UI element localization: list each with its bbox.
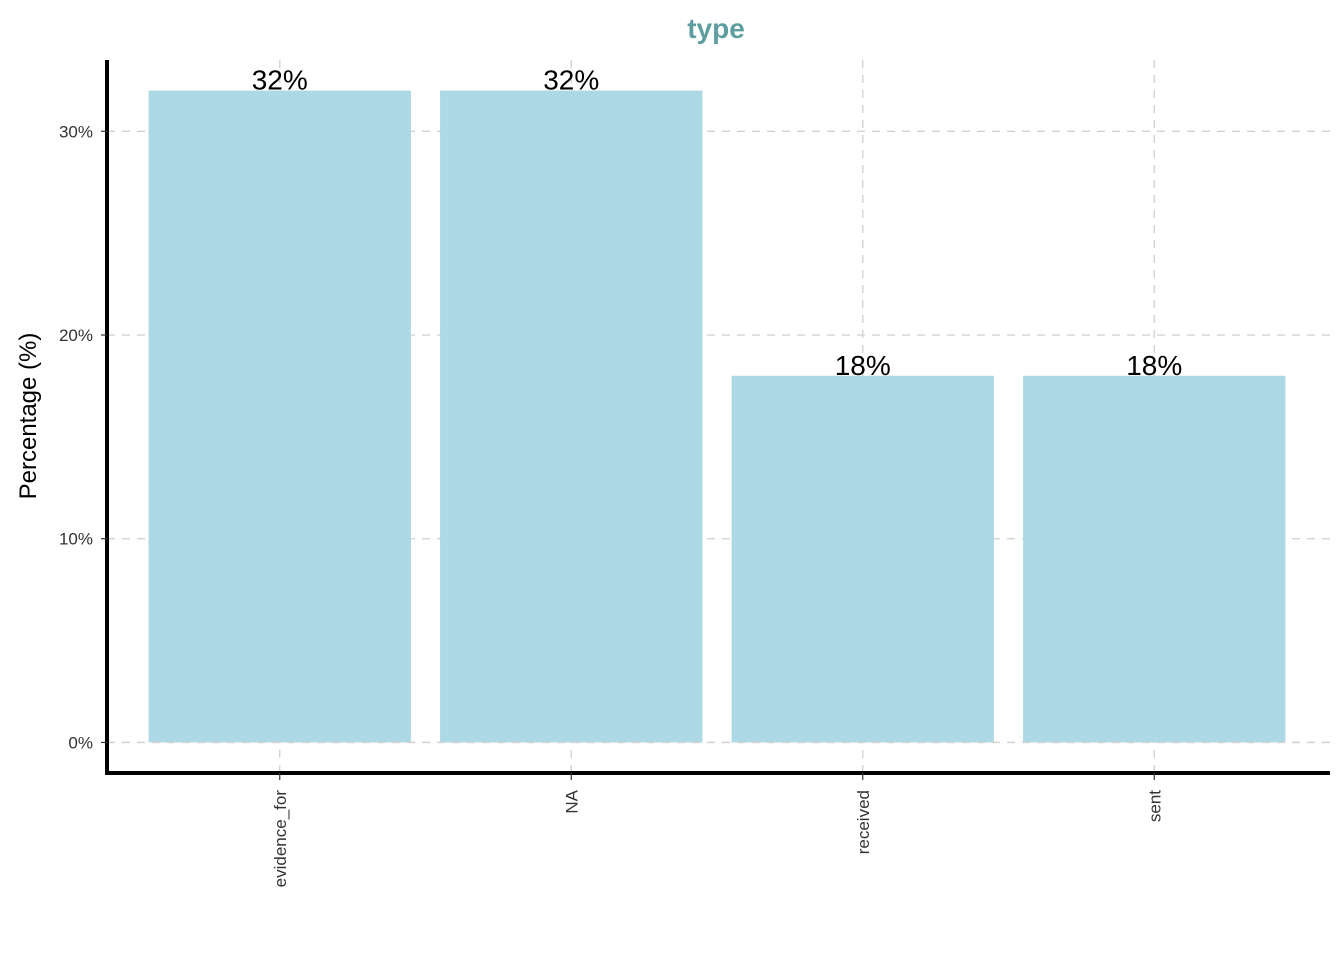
x-tick-label: sent — [1145, 790, 1164, 822]
axes-layer — [105, 60, 1330, 775]
bar — [731, 375, 994, 743]
data-label: 18% — [835, 350, 891, 381]
chart-title: type — [687, 13, 745, 44]
x-tick-label: received — [854, 790, 873, 854]
x-tick-label: NA — [562, 789, 581, 813]
x-tick-label: evidence_for — [271, 790, 290, 888]
y-tick-label: 10% — [59, 530, 93, 549]
bar — [1023, 375, 1286, 743]
y-ticks-layer: 0% 10% 20% 30% — [59, 122, 107, 752]
bar — [440, 90, 703, 743]
data-label: 32% — [543, 65, 599, 96]
y-tick-label: 0% — [68, 733, 93, 752]
bar — [148, 90, 411, 743]
y-tick-label: 30% — [59, 122, 93, 141]
y-axis-label: Percentage (%) — [15, 333, 42, 500]
y-tick-label: 20% — [59, 326, 93, 345]
bars-layer — [148, 90, 1286, 743]
x-ticks-layer: evidence_for NA received sent — [271, 773, 1164, 888]
data-labels-layer: 32% 32% 18% 18% — [252, 65, 1183, 381]
data-label: 32% — [252, 65, 308, 96]
data-label: 18% — [1126, 350, 1182, 381]
